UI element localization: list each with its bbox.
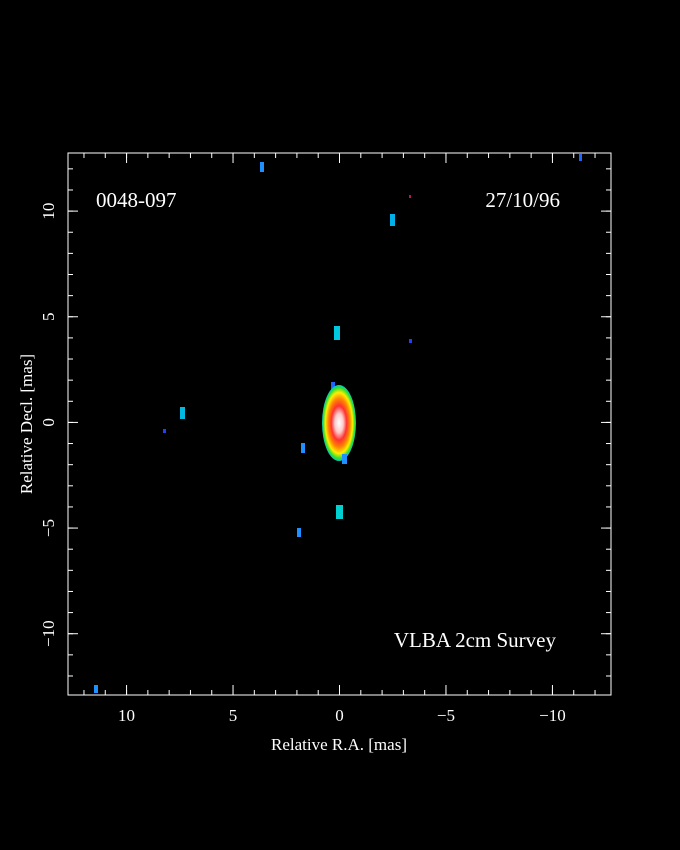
feature bbox=[94, 685, 98, 693]
feature bbox=[342, 454, 347, 464]
feature bbox=[260, 162, 264, 172]
feature bbox=[297, 528, 301, 537]
source-name: 0048-097 bbox=[96, 188, 177, 212]
feature bbox=[163, 429, 166, 433]
y-tick-label: 10 bbox=[39, 203, 58, 220]
feature bbox=[579, 154, 582, 161]
x-tick-label: −5 bbox=[437, 706, 455, 725]
y-axis-label: Relative Decl. [mas] bbox=[17, 354, 36, 494]
feature bbox=[409, 195, 411, 198]
feature bbox=[336, 505, 343, 519]
y-tick-label: 5 bbox=[39, 313, 58, 322]
survey-label: VLBA 2cm Survey bbox=[394, 628, 557, 652]
feature bbox=[409, 339, 412, 343]
x-axis-label: Relative R.A. [mas] bbox=[271, 735, 407, 754]
y-tick-label: 0 bbox=[39, 418, 58, 427]
feature bbox=[390, 214, 395, 226]
feature bbox=[301, 443, 305, 453]
feature bbox=[334, 326, 340, 340]
x-tick-label: −10 bbox=[539, 706, 566, 725]
image-features bbox=[94, 154, 582, 693]
x-tick-label: 0 bbox=[335, 706, 344, 725]
x-tick-label: 10 bbox=[118, 706, 135, 725]
y-tick-label: −10 bbox=[39, 620, 58, 647]
feature bbox=[331, 382, 335, 390]
core bbox=[322, 385, 356, 461]
feature bbox=[180, 407, 185, 419]
y-tick-label: −5 bbox=[39, 519, 58, 537]
x-tick-label: 5 bbox=[229, 706, 238, 725]
epoch: 27/10/96 bbox=[485, 188, 560, 212]
